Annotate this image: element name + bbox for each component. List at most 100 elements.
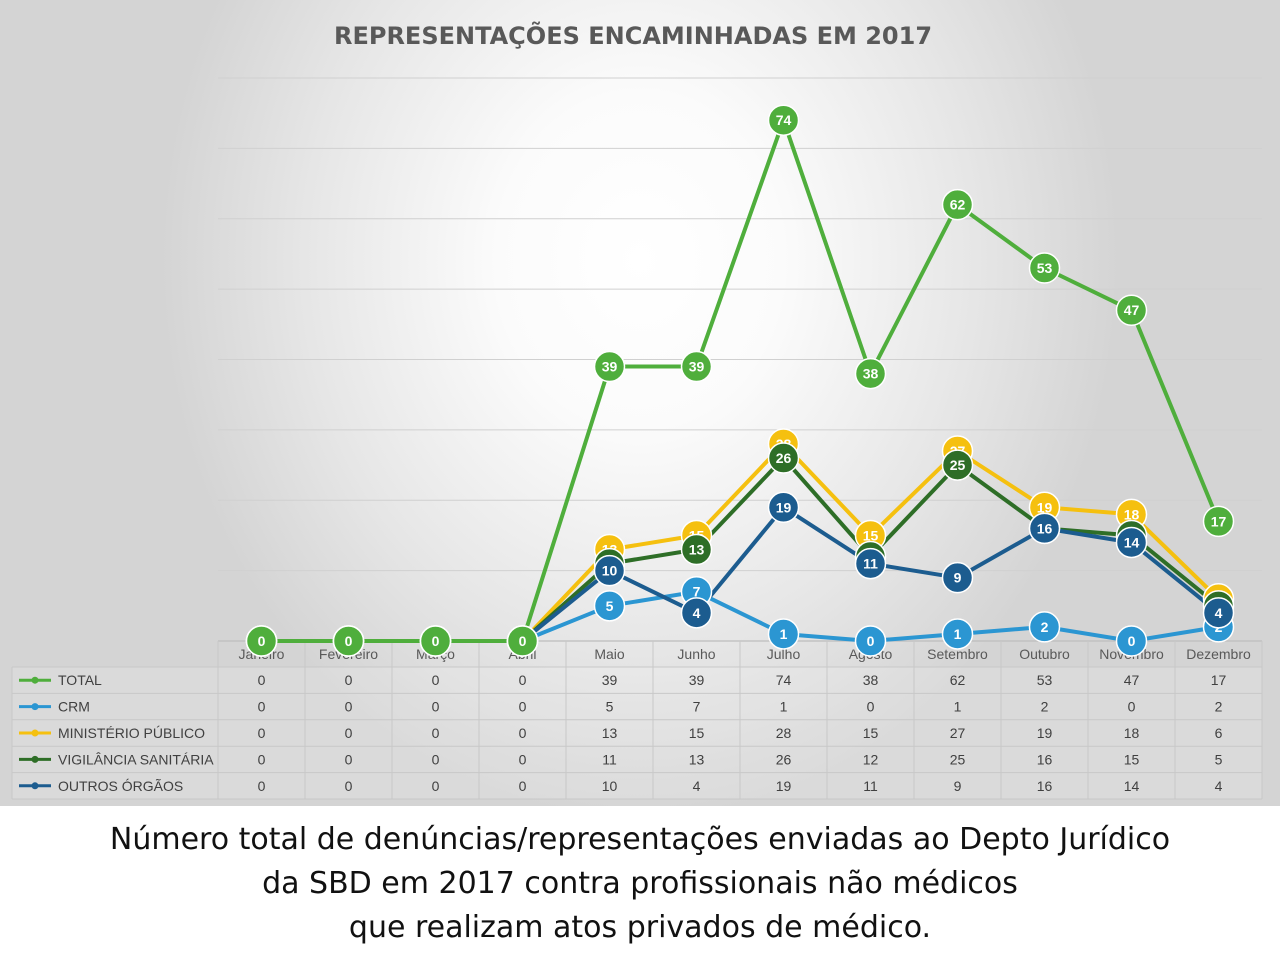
- data-point-vigilancia-sanitaria: [941, 449, 974, 481]
- table-cell: 39: [602, 672, 618, 688]
- data-label-outros-orgaos: 14: [1124, 534, 1140, 550]
- table-cell: 74: [776, 672, 792, 688]
- data-point-outros-orgaos: [1115, 526, 1148, 559]
- data-label-total: 0: [258, 633, 266, 649]
- table-cell: 11: [602, 751, 617, 767]
- data-point-total: [332, 625, 365, 657]
- table-cell: 25: [950, 751, 966, 767]
- line-chart: REPRESENTAÇÕES ENCAMINHADAS EM 2017Janei…: [11, 20, 1263, 800]
- data-label-total: 62: [950, 197, 966, 213]
- data-label-crm: 7: [693, 584, 701, 600]
- data-point-outros-orgaos: [1202, 597, 1235, 629]
- table-cell: 26: [776, 751, 792, 767]
- legend-key-marker: [31, 703, 39, 711]
- chart-title: REPRESENTAÇÕES ENCAMINHADAS EM 2017: [334, 20, 932, 50]
- data-point-crm: [593, 590, 626, 622]
- table-cell: 2: [1215, 699, 1223, 715]
- legend-key-marker: [31, 729, 39, 737]
- table-cell: 0: [1128, 699, 1136, 715]
- category-label-outubro: Outubro: [1019, 646, 1070, 662]
- data-label-outros-orgaos: 4: [693, 605, 701, 621]
- data-point-total: [1028, 252, 1061, 284]
- data-label-vigilancia-sanitaria: 13: [689, 542, 705, 558]
- table-cell: 13: [689, 751, 705, 767]
- table-cell: 0: [258, 699, 266, 715]
- table-cell: 0: [432, 672, 440, 688]
- table-cell: 5: [606, 699, 614, 715]
- data-label-outros-orgaos: 4: [1215, 605, 1223, 621]
- table-cell: 1: [954, 699, 962, 715]
- table-cell: 4: [693, 778, 701, 794]
- caption-line-2: da SBD em 2017 contra profissionais não …: [262, 866, 1018, 901]
- table-cell: 7: [693, 699, 701, 715]
- table-cell: 38: [863, 672, 879, 688]
- table-cell: 0: [519, 751, 527, 767]
- data-label-total: 39: [602, 359, 618, 375]
- table-cell: 16: [1037, 751, 1053, 767]
- table-cell: 18: [1124, 725, 1140, 741]
- caption-line-1: Número total de denúncias/representações…: [109, 822, 1171, 857]
- category-label-dezembro: Dezembro: [1186, 646, 1251, 662]
- table-cell: 0: [432, 778, 440, 794]
- data-label-crm: 0: [1128, 633, 1136, 649]
- data-label-total: 0: [345, 633, 353, 649]
- data-point-outros-orgaos: [680, 597, 713, 629]
- data-point-outros-orgaos: [593, 554, 626, 587]
- data-label-ministerio-publico: 19: [1037, 499, 1053, 515]
- data-point-outros-orgaos: [854, 547, 887, 580]
- data-point-total: [245, 625, 278, 657]
- data-point-outros-orgaos: [1028, 512, 1061, 545]
- table-cell: 11: [863, 778, 878, 794]
- legend-label-ministerio-publico: MINISTÉRIO PÚBLICO: [58, 725, 205, 741]
- table-cell: 0: [432, 699, 440, 715]
- table-cell: 0: [519, 725, 527, 741]
- table-cell: 16: [1037, 778, 1053, 794]
- table-cell: 0: [867, 699, 875, 715]
- data-point-crm: [854, 625, 887, 657]
- data-point-total: [941, 188, 974, 221]
- table-cell: 4: [1215, 778, 1223, 794]
- data-label-vigilancia-sanitaria: 26: [776, 450, 792, 466]
- table-cell: 0: [258, 778, 266, 794]
- chart-panel: REPRESENTAÇÕES ENCAMINHADAS EM 2017Janei…: [0, 0, 1280, 806]
- data-point-vigilancia-sanitaria: [680, 533, 713, 566]
- caption: Número total de denúncias/representações…: [0, 806, 1280, 968]
- data-label-crm: 5: [606, 598, 614, 614]
- data-point-crm: [767, 618, 800, 650]
- table-cell: 14: [1124, 778, 1140, 794]
- data-label-ministerio-publico: 15: [863, 527, 879, 543]
- data-label-crm: 2: [1041, 619, 1049, 635]
- category-label-julho: Julho: [767, 646, 801, 662]
- category-label-maio: Maio: [594, 646, 625, 662]
- table-cell: 13: [602, 725, 618, 741]
- data-label-total: 53: [1037, 260, 1053, 276]
- data-label-total: 39: [689, 359, 705, 375]
- data-label-total: 0: [432, 633, 440, 649]
- legend-key-marker: [31, 676, 39, 684]
- table-cell: 0: [345, 699, 353, 715]
- table-cell: 53: [1037, 672, 1053, 688]
- table-cell: 0: [432, 725, 440, 741]
- legend-label-total: TOTAL: [58, 672, 102, 688]
- data-label-outros-orgaos: 10: [602, 563, 618, 579]
- data-point-total: [767, 104, 800, 136]
- table-cell: 0: [519, 672, 527, 688]
- table-cell: 0: [345, 672, 353, 688]
- table-cell: 9: [954, 778, 962, 794]
- data-label-vigilancia-sanitaria: 25: [950, 457, 966, 473]
- data-label-total: 47: [1124, 302, 1140, 318]
- table-cell: 6: [1215, 725, 1223, 741]
- table-cell: 19: [776, 778, 792, 794]
- table-cell: 5: [1215, 751, 1223, 767]
- data-point-outros-orgaos: [767, 491, 800, 524]
- data-point-total: [419, 625, 452, 657]
- caption-line-3: que realizam atos privados de médico.: [348, 910, 932, 945]
- table-cell: 15: [1124, 751, 1140, 767]
- table-cell: 27: [950, 725, 966, 741]
- legend-key-marker: [31, 782, 39, 790]
- table-cell: 12: [863, 751, 879, 767]
- series-line-outros-orgaos: [261, 505, 1220, 643]
- data-point-total: [680, 350, 713, 383]
- data-label-crm: 0: [867, 633, 875, 649]
- table-cell: 0: [519, 778, 527, 794]
